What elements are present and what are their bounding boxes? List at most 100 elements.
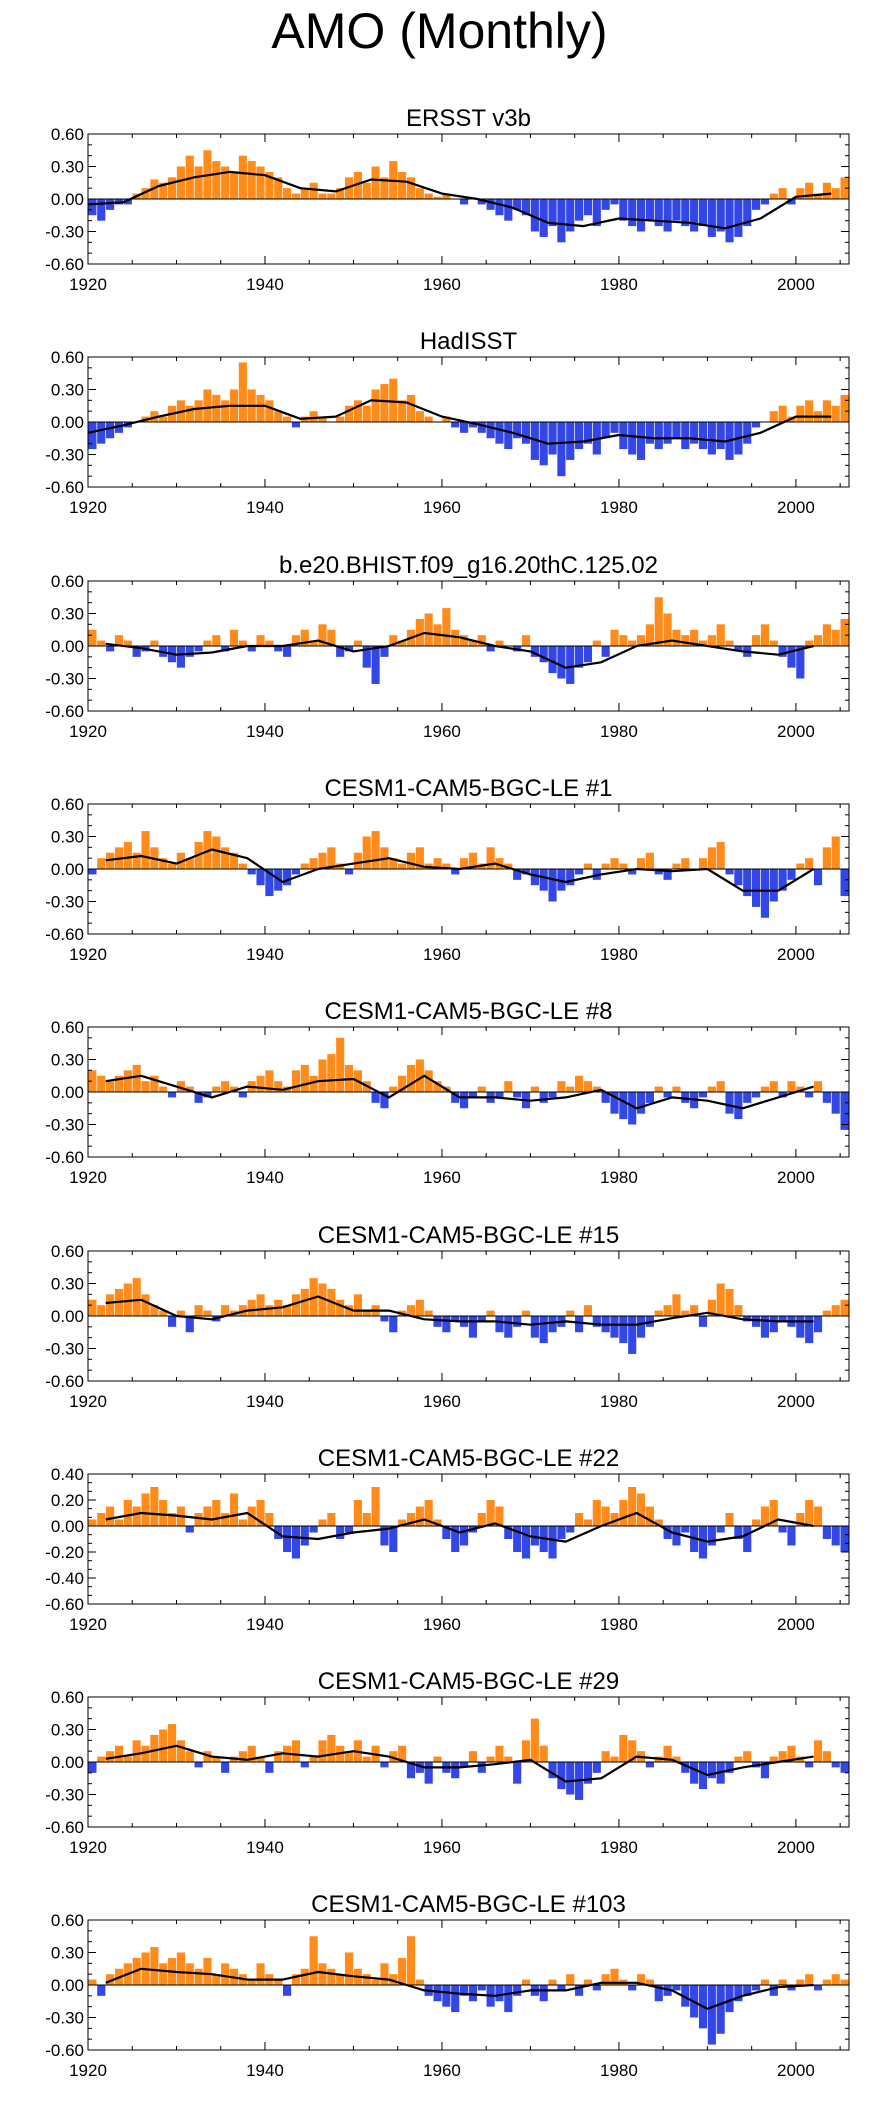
negative-bar <box>389 1316 398 1333</box>
positive-bar <box>256 1500 265 1526</box>
positive-bar <box>291 193 301 199</box>
positive-bar <box>486 1756 495 1762</box>
positive-bar <box>690 1305 699 1316</box>
positive-bar <box>212 1974 221 1985</box>
negative-bar <box>796 646 805 679</box>
x-tick-label: 1940 <box>246 1168 284 1187</box>
negative-bar <box>460 1092 469 1109</box>
negative-bar <box>256 869 265 886</box>
negative-bar <box>265 1762 274 1773</box>
positive-bar <box>309 1075 318 1092</box>
chart-title: HadISST <box>420 328 518 355</box>
positive-bar <box>769 411 778 422</box>
negative-bar <box>698 1526 708 1559</box>
positive-bar <box>398 1519 407 1526</box>
positive-bar <box>610 1513 619 1526</box>
positive-bar <box>406 394 416 422</box>
positive-bar <box>460 858 469 869</box>
positive-bar <box>468 640 477 646</box>
positive-bar <box>114 1745 124 1762</box>
negative-bar <box>681 199 690 227</box>
positive-bar <box>636 635 646 646</box>
positive-bar <box>362 836 371 869</box>
positive-bar <box>318 193 327 199</box>
negative-bar <box>654 869 663 875</box>
positive-bar <box>530 1718 539 1762</box>
negative-bar <box>690 422 699 444</box>
chart-title: CESM1-CAM5-BGC-LE #1 <box>324 775 612 802</box>
positive-bar <box>752 1519 761 1526</box>
negative-bar <box>451 1762 460 1779</box>
positive-bar <box>212 836 221 869</box>
positive-bar <box>159 1086 168 1092</box>
smoothed-line <box>87 399 832 445</box>
negative-bar <box>530 1316 539 1338</box>
negative-bar <box>194 1092 203 1103</box>
negative-bar <box>566 869 575 886</box>
negative-bar <box>548 1092 557 1098</box>
positive-bar <box>760 624 770 646</box>
negative-bar <box>716 422 725 450</box>
positive-bar <box>371 1487 380 1526</box>
negative-bar <box>557 1985 566 1991</box>
positive-bar <box>681 635 690 646</box>
positive-bar <box>265 171 274 199</box>
negative-bar <box>539 422 548 466</box>
negative-bar <box>451 1092 460 1103</box>
chart-title: CESM1-CAM5-BGC-LE #29 <box>318 1668 619 1695</box>
negative-bar <box>787 869 796 880</box>
positive-bar <box>495 1506 504 1526</box>
x-tick-label: 1980 <box>600 722 638 741</box>
negative-bar <box>707 422 716 455</box>
x-tick-label: 1920 <box>69 275 107 294</box>
positive-bar <box>654 1086 663 1092</box>
negative-bar <box>778 1092 787 1098</box>
y-tick-label: 0.60 <box>51 795 84 814</box>
positive-bar <box>583 1305 593 1316</box>
positive-bar <box>495 1745 504 1762</box>
positive-bar <box>97 1513 106 1526</box>
positive-bar <box>592 1086 601 1092</box>
positive-bar <box>822 182 831 199</box>
negative-bar <box>451 1526 460 1552</box>
positive-bar <box>707 635 716 646</box>
plot-frame <box>87 1473 850 1605</box>
positive-bar <box>672 863 681 869</box>
positive-bar <box>707 1086 716 1092</box>
positive-bar <box>628 640 637 646</box>
negative-bar <box>583 646 593 663</box>
positive-bar <box>300 188 309 199</box>
positive-bar <box>769 1500 778 1526</box>
positive-bar <box>283 188 292 199</box>
negative-bar <box>628 1092 637 1125</box>
positive-bar <box>176 166 185 199</box>
positive-bar <box>141 1745 150 1762</box>
positive-bar <box>398 1957 407 1985</box>
positive-bar <box>194 166 203 199</box>
negative-bar <box>734 1092 743 1120</box>
negative-bar <box>344 646 354 652</box>
chart-panel-8: CESM1-CAM5-BGC-LE #29 0.60 0.30 0.00 -0.30 -0… <box>45 1668 850 1857</box>
positive-bar <box>256 166 265 199</box>
negative-bar <box>636 199 646 232</box>
x-tick-label: 1940 <box>246 1838 284 1857</box>
positive-bar <box>734 1756 743 1762</box>
negative-bar <box>167 1092 177 1098</box>
positive-bar <box>336 188 345 199</box>
positive-bar <box>212 394 221 422</box>
negative-bar <box>451 1316 460 1322</box>
positive-bar <box>406 1305 416 1316</box>
negative-bar <box>291 422 301 428</box>
chart-panel-6: CESM1-CAM5-BGC-LE #15 0.60 0.30 0.00 -0.30 -0… <box>45 1222 850 1411</box>
negative-bar <box>831 1526 840 1546</box>
negative-bar <box>123 199 132 205</box>
positive-bar <box>371 389 380 422</box>
positive-bar <box>300 1064 309 1092</box>
positive-bar <box>353 1294 362 1316</box>
y-tick-label: 0.30 <box>51 1275 84 1294</box>
positive-bar <box>247 1299 256 1316</box>
positive-bar <box>601 1506 610 1526</box>
y-tick-label: 0.00 <box>51 637 84 656</box>
positive-bar <box>398 1745 407 1762</box>
negative-bar <box>601 199 610 210</box>
